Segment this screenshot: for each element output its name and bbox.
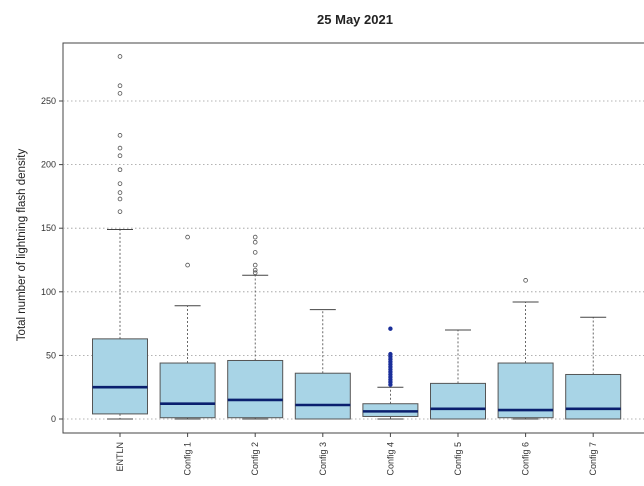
box-iqr [565,373,622,420]
x-category-label: Config 5 [453,442,463,476]
x-category-label: Config 4 [385,442,395,476]
box-config-1 [159,234,216,420]
box-config-7 [565,316,622,420]
outlier-point [117,167,123,172]
box-iqr [159,362,216,419]
x-category-label: Config 6 [521,442,531,476]
box-config-6 [497,278,554,420]
outlier-point [117,54,123,59]
outlier-point [252,262,258,268]
outlier-point [523,278,528,283]
outlier-point [117,145,123,151]
box-iqr [430,382,486,420]
outlier-point [252,234,258,240]
outlier-point [117,153,123,158]
boxes-layer [92,54,622,420]
x-category-label: Config 1 [183,442,193,476]
outlier-point [117,91,123,96]
y-axis-label: Total number of lightning flash density [16,149,28,342]
x-category-labels: ENTLN Config 1 Config 2 Config 3 Config 4 Con… [115,433,598,476]
outlier-point [185,234,190,240]
box-iqr [227,359,284,419]
outlier-point [252,267,258,273]
outlier-point [388,351,393,357]
outlier-point [252,270,258,276]
box-entln [92,54,148,420]
y-tick-label: 250 [41,96,56,106]
outlier-point [117,133,123,138]
grid-layer [63,100,644,420]
box-iqr [294,372,351,420]
outlier-point [117,83,123,89]
box-config-4 [362,326,419,420]
box-config-5 [430,329,486,420]
box-iqr [92,338,148,415]
y-tick-label: 150 [41,223,56,233]
box-config-3 [294,309,351,420]
plot-frame [62,42,644,434]
outlier-point [252,239,258,245]
y-tick-label: 50 [46,350,56,360]
y-ticks: 0 50 100 150 200 250 [41,96,63,424]
chart-title: 25 May 2021 [317,12,393,27]
x-category-label: Config 7 [588,442,598,476]
outlier-point [117,190,123,195]
outlier-point [117,181,123,186]
y-tick-label: 100 [41,287,56,297]
x-category-label: Config 3 [318,442,328,476]
outlier-point [117,209,123,214]
y-tick-label: 200 [41,160,56,170]
box-iqr [497,362,554,419]
box-config-2 [227,234,284,420]
x-category-label: ENTLN [115,442,125,472]
outlier-point [117,196,123,202]
x-category-label: Config 2 [250,442,260,476]
y-tick-label: 0 [51,414,56,424]
outlier-point [388,326,393,331]
outlier-point [252,250,258,255]
outlier-point [185,262,190,268]
